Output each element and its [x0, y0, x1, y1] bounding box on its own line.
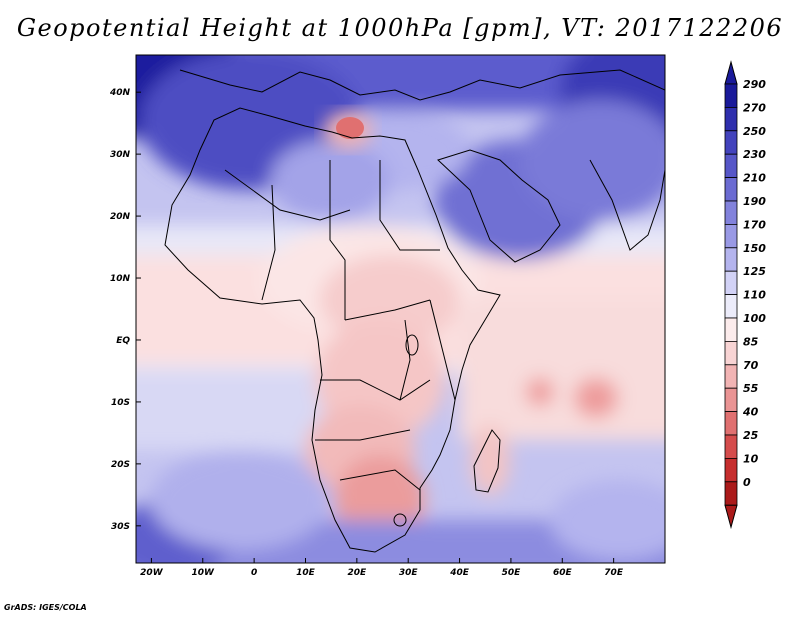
colorbar-level-label: 100: [743, 312, 766, 325]
colorbar-swatch: [724, 317, 738, 342]
colorbar-level-label: 230: [743, 148, 766, 161]
lat-tick-label: 10S: [111, 398, 130, 408]
lat-tick-label: 20N: [110, 212, 131, 222]
colorbar-swatch: [724, 411, 738, 436]
lat-tick-label: 10N: [110, 274, 131, 284]
colorbar-swatch: [724, 83, 738, 108]
lat-tick-label: 40N: [109, 88, 131, 98]
colorbar-level-label: 110: [743, 289, 766, 302]
lon-tick-label: 20E: [348, 568, 368, 578]
colorbar-swatch: [724, 247, 738, 272]
colorbar-level-label: 25: [743, 429, 759, 442]
credit-text: GrADS: IGES/COLA: [4, 603, 87, 612]
lon-tick-label: 60E: [553, 568, 573, 578]
colorbar-level-label: 70: [743, 359, 759, 372]
colorbar-level-label: 40: [742, 406, 759, 419]
colorbar-level-label: 210: [743, 172, 766, 185]
lon-tick-label: 0: [251, 568, 257, 578]
height-field: [136, 55, 665, 563]
colorbar-swatch: [724, 387, 738, 413]
longitude-axis: 20W 10W 0 10E 20E 30E 40E 50E 60E 70E: [140, 558, 624, 578]
colorbar-swatch: [724, 223, 738, 249]
colorbar-swatch: [724, 270, 738, 296]
colorbar-level-label: 170: [743, 218, 766, 231]
colorbar-swatch: [724, 434, 738, 459]
colorbar-level-label: 125: [743, 265, 766, 278]
colorbar-swatch: [724, 153, 738, 178]
colorbar-level-label: 190: [743, 195, 766, 208]
lat-tick-label: 20S: [111, 460, 130, 470]
colorbar-level-label: 0: [743, 476, 751, 489]
lat-tick-label: 30N: [110, 150, 131, 160]
colorbar-level-label: 290: [743, 78, 766, 91]
lon-tick-label: 30E: [399, 568, 419, 578]
colorbar-level-label: 10: [743, 452, 759, 465]
colorbar-level-label: 250: [743, 125, 766, 138]
colorbar-top-arrow: [724, 60, 738, 85]
colorbar-swatch: [724, 340, 738, 366]
colorbar-swatch: [724, 177, 738, 202]
colorbar: 2902702502302101901701501251101008570554…: [724, 60, 766, 530]
colorbar-level-label: 150: [743, 242, 766, 255]
colorbar-bottom-arrow: [724, 504, 738, 530]
lon-tick-label: 10E: [296, 568, 316, 578]
lat-tick-label: 30S: [111, 522, 130, 532]
colorbar-level-label: 270: [743, 101, 766, 114]
colorbar-swatch: [724, 364, 738, 389]
colorbar-swatch: [724, 130, 738, 155]
colorbar-swatch: [724, 200, 738, 225]
colorbar-swatch: [724, 294, 738, 319]
lon-tick-label: 70E: [604, 568, 624, 578]
coastlines: [164, 69, 665, 553]
colorbar-swatch: [724, 457, 738, 483]
chart-title: Geopotential Height at 1000hPa [gpm], VT…: [16, 14, 784, 42]
lon-tick-label: 40E: [449, 568, 470, 578]
map-border: [135, 54, 666, 564]
lon-tick-label: 20W: [140, 568, 164, 578]
colorbar-level-label: 55: [743, 382, 759, 395]
lon-tick-label: 50E: [502, 568, 522, 578]
colorbar-swatch: [724, 481, 738, 506]
lon-tick-label: 10W: [192, 568, 216, 578]
colorbar-swatch: [724, 107, 738, 132]
latitude-axis: 40N 30N 20N 10N EQ 10S 20S 30S: [109, 88, 141, 532]
colorbar-level-label: 85: [743, 335, 759, 348]
lat-tick-label: EQ: [116, 336, 130, 346]
